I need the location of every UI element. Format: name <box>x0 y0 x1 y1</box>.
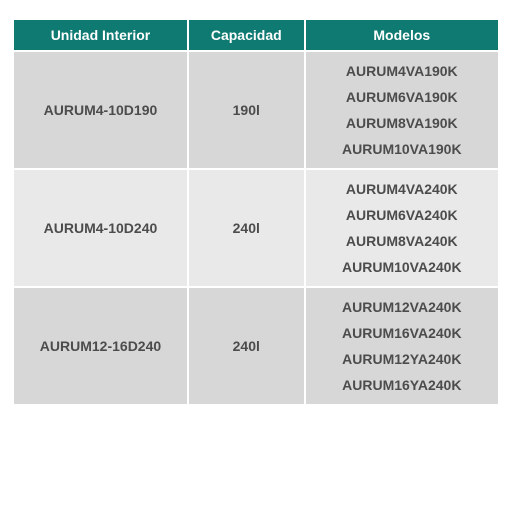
table-row: AURUM4-10D240 240l AURUM4VA240K AURUM6VA… <box>13 169 499 287</box>
model-code: AURUM4VA190K <box>306 58 498 84</box>
cell-modelos: AURUM4VA240K AURUM6VA240K AURUM8VA240K A… <box>305 169 499 287</box>
cell-capacidad: 240l <box>188 169 305 287</box>
model-code: AURUM10VA240K <box>306 254 498 280</box>
model-code: AURUM10VA190K <box>306 136 498 162</box>
table-header-row: Unidad Interior Capacidad Modelos <box>13 19 499 51</box>
table-row: AURUM12-16D240 240l AURUM12VA240K AURUM1… <box>13 287 499 405</box>
model-code: AURUM16VA240K <box>306 320 498 346</box>
model-code: AURUM6VA240K <box>306 202 498 228</box>
model-code: AURUM12YA240K <box>306 346 498 372</box>
model-code: AURUM8VA240K <box>306 228 498 254</box>
model-code: AURUM16YA240K <box>306 372 498 398</box>
col-header-capacidad: Capacidad <box>188 19 305 51</box>
col-header-unidad: Unidad Interior <box>13 19 188 51</box>
spec-table: Unidad Interior Capacidad Modelos AURUM4… <box>12 18 500 406</box>
col-header-modelos: Modelos <box>305 19 499 51</box>
cell-unidad: AURUM4-10D190 <box>13 51 188 169</box>
table-row: AURUM4-10D190 190l AURUM4VA190K AURUM6VA… <box>13 51 499 169</box>
model-code: AURUM12VA240K <box>306 294 498 320</box>
model-code: AURUM8VA190K <box>306 110 498 136</box>
model-code: AURUM6VA190K <box>306 84 498 110</box>
cell-unidad: AURUM4-10D240 <box>13 169 188 287</box>
cell-capacidad: 240l <box>188 287 305 405</box>
model-code: AURUM4VA240K <box>306 176 498 202</box>
cell-modelos: AURUM12VA240K AURUM16VA240K AURUM12YA240… <box>305 287 499 405</box>
cell-unidad: AURUM12-16D240 <box>13 287 188 405</box>
cell-modelos: AURUM4VA190K AURUM6VA190K AURUM8VA190K A… <box>305 51 499 169</box>
cell-capacidad: 190l <box>188 51 305 169</box>
